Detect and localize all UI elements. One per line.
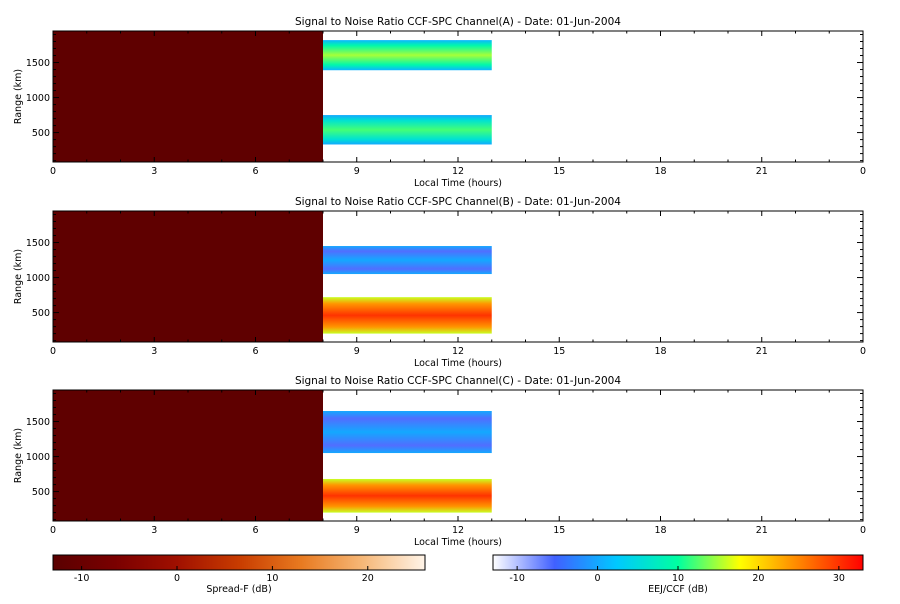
x-tick-label: 3 xyxy=(151,525,157,536)
y-tick-label: 500 xyxy=(32,487,50,498)
x-tick-label: 0 xyxy=(50,525,56,536)
panel-title: Signal to Noise Ratio CCF-SPC Channel(A)… xyxy=(295,16,621,28)
x-axis-label: Local Time (hours) xyxy=(414,358,502,369)
x-tick-label: 3 xyxy=(151,166,157,177)
colorbar-tick-label: 0 xyxy=(595,573,601,584)
x-tick-label: 9 xyxy=(354,166,360,177)
panel-title: Signal to Noise Ratio CCF-SPC Channel(C)… xyxy=(295,375,621,387)
data-region-1 xyxy=(53,211,323,342)
y-tick-label: 1500 xyxy=(26,417,50,428)
x-tick-label: 12 xyxy=(452,525,464,536)
x-tick-label: 0 xyxy=(860,166,866,177)
x-tick-label: 21 xyxy=(756,346,768,357)
y-tick-label: 1000 xyxy=(26,273,50,284)
y-axis-label: Range (km) xyxy=(13,69,24,124)
panel-1: Signal to Noise Ratio CCF-SPC Channel(A)… xyxy=(13,16,866,189)
colorbar-label: Spread-F (dB) xyxy=(206,584,271,595)
y-tick-label: 1000 xyxy=(26,452,50,463)
y-tick-label: 1500 xyxy=(26,238,50,249)
data-region-3 xyxy=(323,478,492,513)
colorbar-tick-label: -10 xyxy=(74,573,90,584)
y-axis-label: Range (km) xyxy=(13,428,24,483)
data-region-2 xyxy=(323,246,492,275)
colorbar-tick-label: -10 xyxy=(509,573,525,584)
x-tick-label: 18 xyxy=(654,525,666,536)
y-tick-label: 1000 xyxy=(26,93,50,104)
colorbar-1: -10 0 10 20 Spread-F (dB) xyxy=(52,554,426,595)
x-tick-label: 6 xyxy=(252,525,258,536)
colorbar-tick-label: 20 xyxy=(752,573,764,584)
y-tick-label: 1500 xyxy=(26,58,50,69)
x-tick-label: 12 xyxy=(452,346,464,357)
y-axis-label: Range (km) xyxy=(13,249,24,304)
y-tick-label: 500 xyxy=(32,308,50,319)
x-tick-label: 12 xyxy=(452,166,464,177)
x-tick-label: 0 xyxy=(860,346,866,357)
x-tick-label: 18 xyxy=(654,346,666,357)
colorbar-tick-label: 20 xyxy=(362,573,374,584)
x-tick-label: 6 xyxy=(252,166,258,177)
x-tick-label: 9 xyxy=(354,346,360,357)
x-tick-label: 21 xyxy=(756,166,768,177)
x-axis-label: Local Time (hours) xyxy=(414,537,502,548)
x-tick-label: 15 xyxy=(553,525,565,536)
colorbar-tick-label: 30 xyxy=(833,573,845,584)
x-tick-label: 9 xyxy=(354,525,360,536)
data-region-2 xyxy=(323,411,492,454)
data-region-1 xyxy=(53,31,323,162)
x-tick-label: 3 xyxy=(151,346,157,357)
panel-2: Signal to Noise Ratio CCF-SPC Channel(B)… xyxy=(13,196,866,369)
colorbar-gradient xyxy=(52,554,426,571)
colorbar-tick-label: 10 xyxy=(266,573,278,584)
x-tick-label: 15 xyxy=(553,346,565,357)
panel-title: Signal to Noise Ratio CCF-SPC Channel(B)… xyxy=(295,196,621,208)
x-tick-label: 18 xyxy=(654,166,666,177)
x-tick-label: 0 xyxy=(860,525,866,536)
y-tick-label: 500 xyxy=(32,128,50,139)
x-tick-label: 6 xyxy=(252,346,258,357)
data-region-1 xyxy=(53,390,323,521)
colorbars-group: -10 0 10 20 Spread-F (dB) -10 0 10 20 30 EEJ/CCF (… xyxy=(52,554,864,595)
colorbar-label: EEJ/CCF (dB) xyxy=(648,584,708,595)
data-region-3 xyxy=(323,115,492,145)
x-tick-label: 15 xyxy=(553,166,565,177)
colorbar-tick-label: 0 xyxy=(174,573,180,584)
data-region-3 xyxy=(323,297,492,334)
colorbar-2: -10 0 10 20 30 EEJ/CCF (dB) xyxy=(492,554,864,595)
x-tick-label: 0 xyxy=(50,166,56,177)
panels-group: Signal to Noise Ratio CCF-SPC Channel(A)… xyxy=(13,16,866,548)
colorbar-tick-label: 10 xyxy=(672,573,684,584)
x-tick-label: 0 xyxy=(50,346,56,357)
x-tick-label: 21 xyxy=(756,525,768,536)
x-axis-label: Local Time (hours) xyxy=(414,178,502,189)
data-region-2 xyxy=(323,40,492,71)
panel-3: Signal to Noise Ratio CCF-SPC Channel(C)… xyxy=(13,375,866,548)
